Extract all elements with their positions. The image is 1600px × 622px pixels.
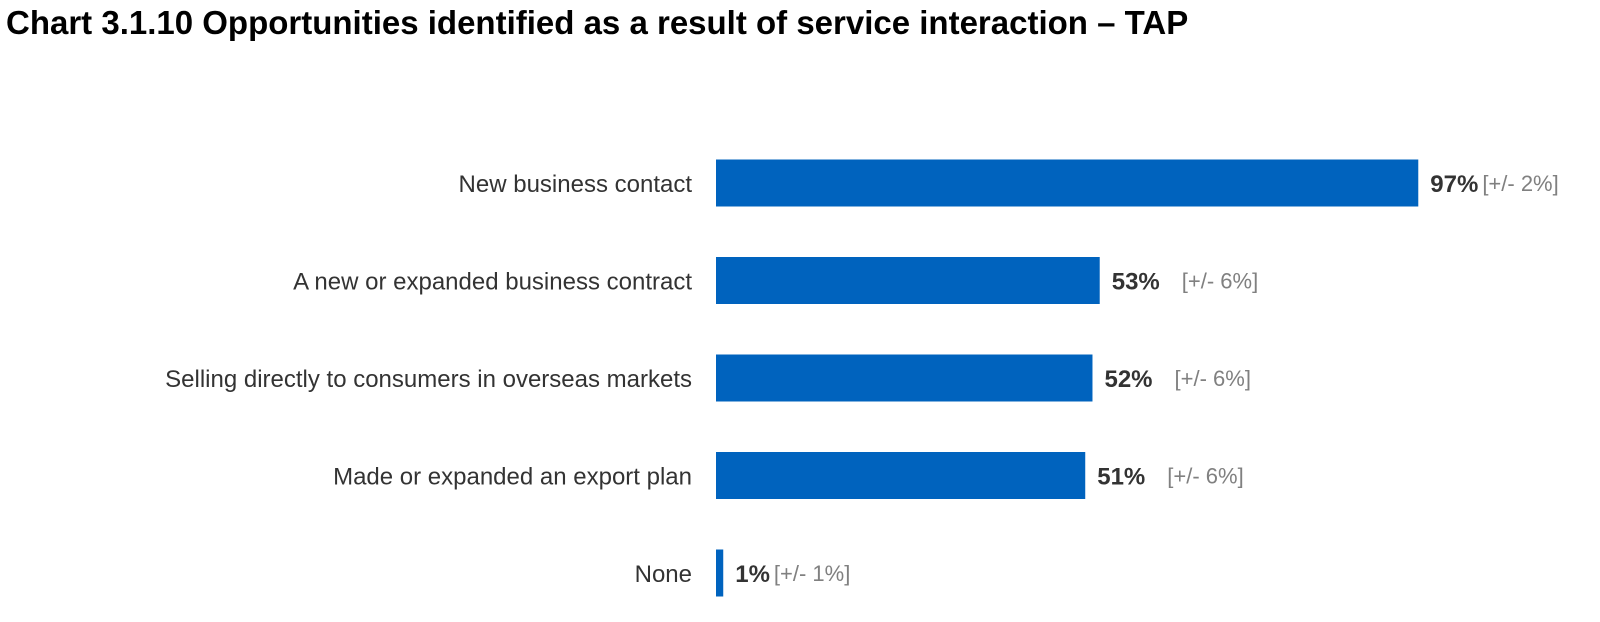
bar [716, 159, 1419, 207]
error-margin-label: [+/- 1%] [774, 561, 850, 586]
error-margin-label: [+/- 6%] [1167, 464, 1243, 489]
value-label: 52% [1104, 366, 1152, 393]
bar [716, 549, 724, 597]
category-label: Made or expanded an export plan [333, 464, 692, 491]
bar [716, 452, 1086, 499]
value-label: 53% [1112, 269, 1160, 296]
value-label: 97% [1430, 171, 1478, 198]
chart-title: Chart 3.1.10 Opportunities identified as… [6, 4, 1189, 41]
bar [716, 354, 1093, 402]
category-label: A new or expanded business contract [293, 269, 692, 296]
value-label: 1% [735, 561, 770, 588]
category-label: None [635, 561, 692, 588]
value-label: 51% [1097, 464, 1145, 491]
bar [716, 257, 1100, 304]
error-margin-label: [+/- 6%] [1175, 366, 1251, 391]
error-margin-label: [+/- 6%] [1182, 269, 1258, 294]
error-margin-label: [+/- 2%] [1482, 171, 1558, 196]
category-label: Selling directly to consumers in oversea… [165, 366, 692, 393]
category-label: New business contact [459, 171, 693, 198]
